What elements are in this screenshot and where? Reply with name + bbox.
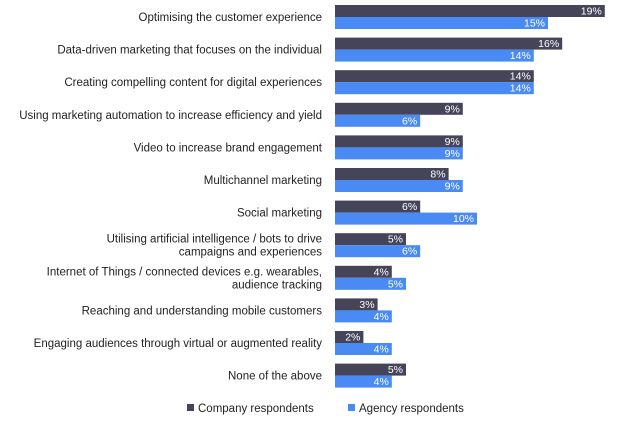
bar-company: [335, 233, 406, 246]
category-label: None of the above: [228, 371, 322, 383]
value-label-company: 16%: [538, 38, 559, 50]
bar-agency: [335, 49, 534, 62]
bar-company: [335, 5, 605, 17]
value-label-company: 9%: [445, 103, 460, 115]
category-label: Data-driven marketing that focuses on th…: [57, 45, 322, 57]
category-label: Utilising artificial intelligence / bots…: [107, 234, 323, 259]
value-label-agency: 9%: [445, 181, 460, 193]
category-label-line: Optimising the customer experience: [139, 12, 322, 24]
value-label-agency: 6%: [402, 246, 417, 258]
category-label: Social marketing: [237, 208, 322, 220]
category-label: Internet of Things / connected devices e…: [47, 266, 322, 291]
category-label-line: audience tracking: [232, 279, 322, 291]
bar-company: [335, 331, 364, 343]
bar-agency: [335, 180, 463, 192]
category-labels: Optimising the customer experience Data-d…: [19, 12, 323, 383]
bar-company: [335, 135, 463, 148]
legend-label-company: Company respondents: [198, 403, 314, 415]
category-label-line: campaigns and experiences: [179, 247, 322, 259]
category-label-line: Social marketing: [237, 208, 322, 220]
value-label-company: 6%: [402, 201, 417, 213]
bar-company: [335, 265, 392, 278]
category-label: Using marketing automation to increase e…: [19, 110, 322, 122]
value-label-agency: 14%: [510, 83, 531, 95]
bar-agency: [335, 212, 477, 225]
bar-company: [335, 37, 563, 50]
category-label-line: Reaching and understanding mobile custom…: [82, 305, 323, 317]
value-label-company: 19%: [581, 6, 602, 18]
bars: 19%15%16%14%14%14%9%6%9%9%8%9%6%10%5%6%4…: [335, 5, 605, 388]
value-label-company: 5%: [388, 234, 403, 246]
category-label: Optimising the customer experience: [139, 12, 322, 24]
value-label-company: 8%: [430, 169, 445, 181]
legend-label-agency: Agency respondents: [359, 403, 464, 415]
category-label-line: None of the above: [228, 371, 322, 383]
value-label-agency: 10%: [453, 213, 474, 225]
value-label-agency: 15%: [524, 18, 545, 30]
value-label-agency: 4%: [374, 311, 389, 323]
value-label-agency: 14%: [510, 50, 531, 62]
category-label-line: Using marketing automation to increase e…: [19, 110, 322, 122]
value-label-company: 14%: [510, 71, 531, 83]
bar-company: [335, 168, 449, 180]
bar-agency: [335, 17, 548, 29]
legend-swatch-agency: [348, 404, 355, 411]
value-label-company: 5%: [388, 364, 403, 376]
category-label-line: Multichannel marketing: [204, 175, 322, 187]
value-label-agency: 4%: [374, 376, 389, 388]
category-label: Multichannel marketing: [204, 175, 322, 187]
value-label-company: 9%: [445, 136, 460, 148]
category-label-line: Utilising artificial intelligence / bots…: [107, 234, 322, 246]
legend-swatch-company: [187, 404, 194, 411]
bar-company: [335, 298, 378, 311]
bar-agency: [335, 277, 406, 290]
category-label: Creating compelling content for digital …: [64, 77, 322, 89]
category-label-line: Engaging audiences through virtual or au…: [34, 338, 323, 350]
bar-agency: [335, 245, 421, 258]
bar-agency: [335, 147, 463, 160]
category-label: Reaching and understanding mobile custom…: [82, 305, 323, 317]
bar-company: [335, 102, 463, 115]
category-label: Engaging audiences through virtual or au…: [34, 338, 323, 350]
value-label-agency: 9%: [445, 148, 460, 160]
category-label-line: Video to increase brand engagement: [134, 142, 323, 154]
bar-company: [335, 200, 421, 213]
value-label-agency: 4%: [374, 344, 389, 356]
value-label-agency: 5%: [388, 278, 403, 290]
value-label-company: 3%: [359, 299, 374, 311]
value-label-agency: 6%: [402, 115, 417, 127]
bar-agency: [335, 82, 534, 95]
category-label-line: Internet of Things / connected devices e…: [47, 266, 322, 278]
bar-agency: [335, 375, 392, 388]
bar-agency: [335, 310, 392, 323]
category-label-line: Creating compelling content for digital …: [64, 77, 322, 89]
category-label: Video to increase brand engagement: [134, 142, 323, 154]
bar-agency: [335, 114, 421, 127]
value-label-company: 4%: [374, 266, 389, 278]
bar-company: [335, 70, 534, 83]
legend: Company respondents Agency respondents: [187, 403, 464, 415]
bar-agency: [335, 343, 392, 355]
category-label-line: Data-driven marketing that focuses on th…: [57, 45, 322, 57]
bar-company: [335, 363, 406, 376]
value-label-company: 2%: [345, 332, 360, 344]
